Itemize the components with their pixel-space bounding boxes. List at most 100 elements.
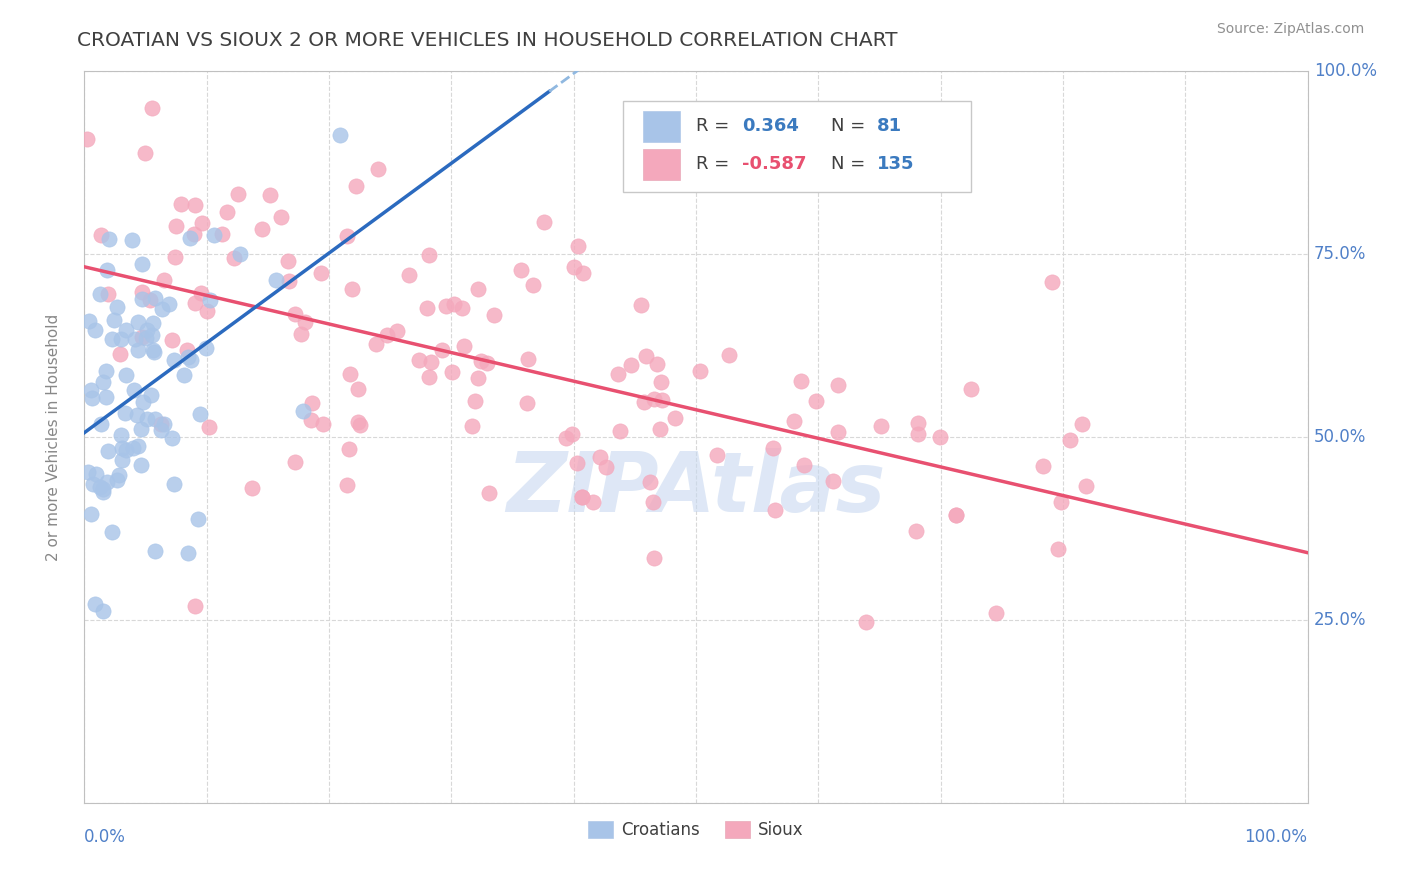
Text: Source: ZipAtlas.com: Source: ZipAtlas.com bbox=[1216, 22, 1364, 37]
Point bbox=[1049, 495, 1071, 509]
Point bbox=[408, 353, 430, 368]
Point bbox=[89, 287, 111, 301]
Point bbox=[595, 459, 617, 474]
Point bbox=[136, 323, 159, 337]
Point bbox=[108, 347, 131, 361]
Point bbox=[475, 356, 498, 370]
Text: 135: 135 bbox=[877, 155, 914, 173]
Point bbox=[97, 232, 120, 246]
Point bbox=[453, 339, 475, 353]
Point bbox=[636, 349, 658, 363]
Point bbox=[187, 512, 209, 526]
Point bbox=[105, 301, 128, 315]
Point bbox=[440, 365, 463, 379]
Point bbox=[335, 478, 357, 492]
Point bbox=[157, 297, 180, 311]
Point bbox=[638, 475, 661, 489]
Point bbox=[131, 292, 153, 306]
Point bbox=[762, 441, 785, 455]
Point bbox=[763, 502, 786, 516]
Point bbox=[278, 274, 301, 288]
Point bbox=[367, 162, 389, 177]
Point bbox=[418, 248, 440, 262]
Point bbox=[226, 187, 249, 202]
Text: R =: R = bbox=[696, 155, 735, 173]
Point bbox=[162, 432, 184, 446]
Point bbox=[114, 406, 136, 420]
Point bbox=[870, 418, 893, 433]
Point bbox=[107, 467, 129, 482]
Point bbox=[229, 246, 252, 260]
Point bbox=[252, 221, 274, 235]
Point bbox=[131, 257, 153, 271]
Point bbox=[478, 486, 501, 500]
Text: 25.0%: 25.0% bbox=[1313, 611, 1367, 629]
Text: 50.0%: 50.0% bbox=[1313, 428, 1367, 446]
Point bbox=[97, 286, 120, 301]
Point bbox=[153, 417, 176, 432]
Legend: Croatians, Sioux: Croatians, Sioux bbox=[581, 814, 811, 846]
Point bbox=[1040, 275, 1063, 289]
Point bbox=[571, 266, 593, 280]
Point bbox=[176, 343, 198, 357]
Point bbox=[84, 323, 107, 337]
Point bbox=[91, 485, 114, 500]
Point bbox=[76, 465, 98, 479]
Point bbox=[664, 411, 686, 425]
Point bbox=[131, 329, 153, 343]
Point bbox=[90, 417, 112, 432]
Point bbox=[110, 427, 132, 442]
Text: N =: N = bbox=[831, 117, 870, 136]
Point bbox=[80, 383, 103, 397]
Point bbox=[464, 394, 486, 409]
Text: 81: 81 bbox=[877, 117, 903, 136]
Point bbox=[793, 458, 815, 472]
Point bbox=[554, 431, 576, 445]
Point bbox=[510, 262, 533, 277]
Point bbox=[105, 473, 128, 487]
Point bbox=[364, 337, 387, 351]
Point bbox=[143, 543, 166, 558]
Text: 75.0%: 75.0% bbox=[1313, 245, 1367, 263]
Point bbox=[609, 424, 631, 438]
Point bbox=[91, 375, 114, 389]
Point bbox=[90, 227, 112, 242]
Point bbox=[141, 101, 163, 115]
Point bbox=[1032, 458, 1054, 473]
Point bbox=[385, 324, 408, 338]
Point bbox=[97, 443, 120, 458]
Point bbox=[311, 266, 333, 280]
Point bbox=[470, 353, 492, 368]
Point bbox=[461, 418, 484, 433]
Point bbox=[589, 450, 612, 464]
Text: 100.0%: 100.0% bbox=[1313, 62, 1376, 80]
Point bbox=[96, 364, 118, 378]
Point bbox=[451, 301, 474, 315]
Point bbox=[299, 413, 322, 427]
Point bbox=[82, 391, 104, 405]
Point bbox=[284, 307, 307, 321]
Point bbox=[110, 453, 132, 467]
Point bbox=[806, 393, 828, 408]
Point bbox=[127, 343, 149, 357]
Point bbox=[561, 426, 583, 441]
Point bbox=[522, 277, 544, 292]
Point bbox=[571, 490, 593, 504]
Point bbox=[633, 395, 655, 409]
Point bbox=[103, 312, 125, 326]
Point bbox=[121, 233, 143, 247]
Point bbox=[136, 412, 159, 426]
Point bbox=[562, 260, 585, 275]
Point bbox=[202, 227, 225, 242]
Point bbox=[134, 145, 156, 160]
Point bbox=[827, 425, 849, 440]
Point bbox=[706, 448, 728, 462]
Point bbox=[165, 219, 187, 234]
Point bbox=[179, 231, 201, 245]
Text: 0.364: 0.364 bbox=[742, 117, 800, 136]
Point bbox=[284, 455, 307, 469]
Point bbox=[630, 298, 652, 312]
Point bbox=[329, 128, 352, 142]
Point bbox=[84, 597, 107, 611]
Point bbox=[347, 382, 370, 396]
